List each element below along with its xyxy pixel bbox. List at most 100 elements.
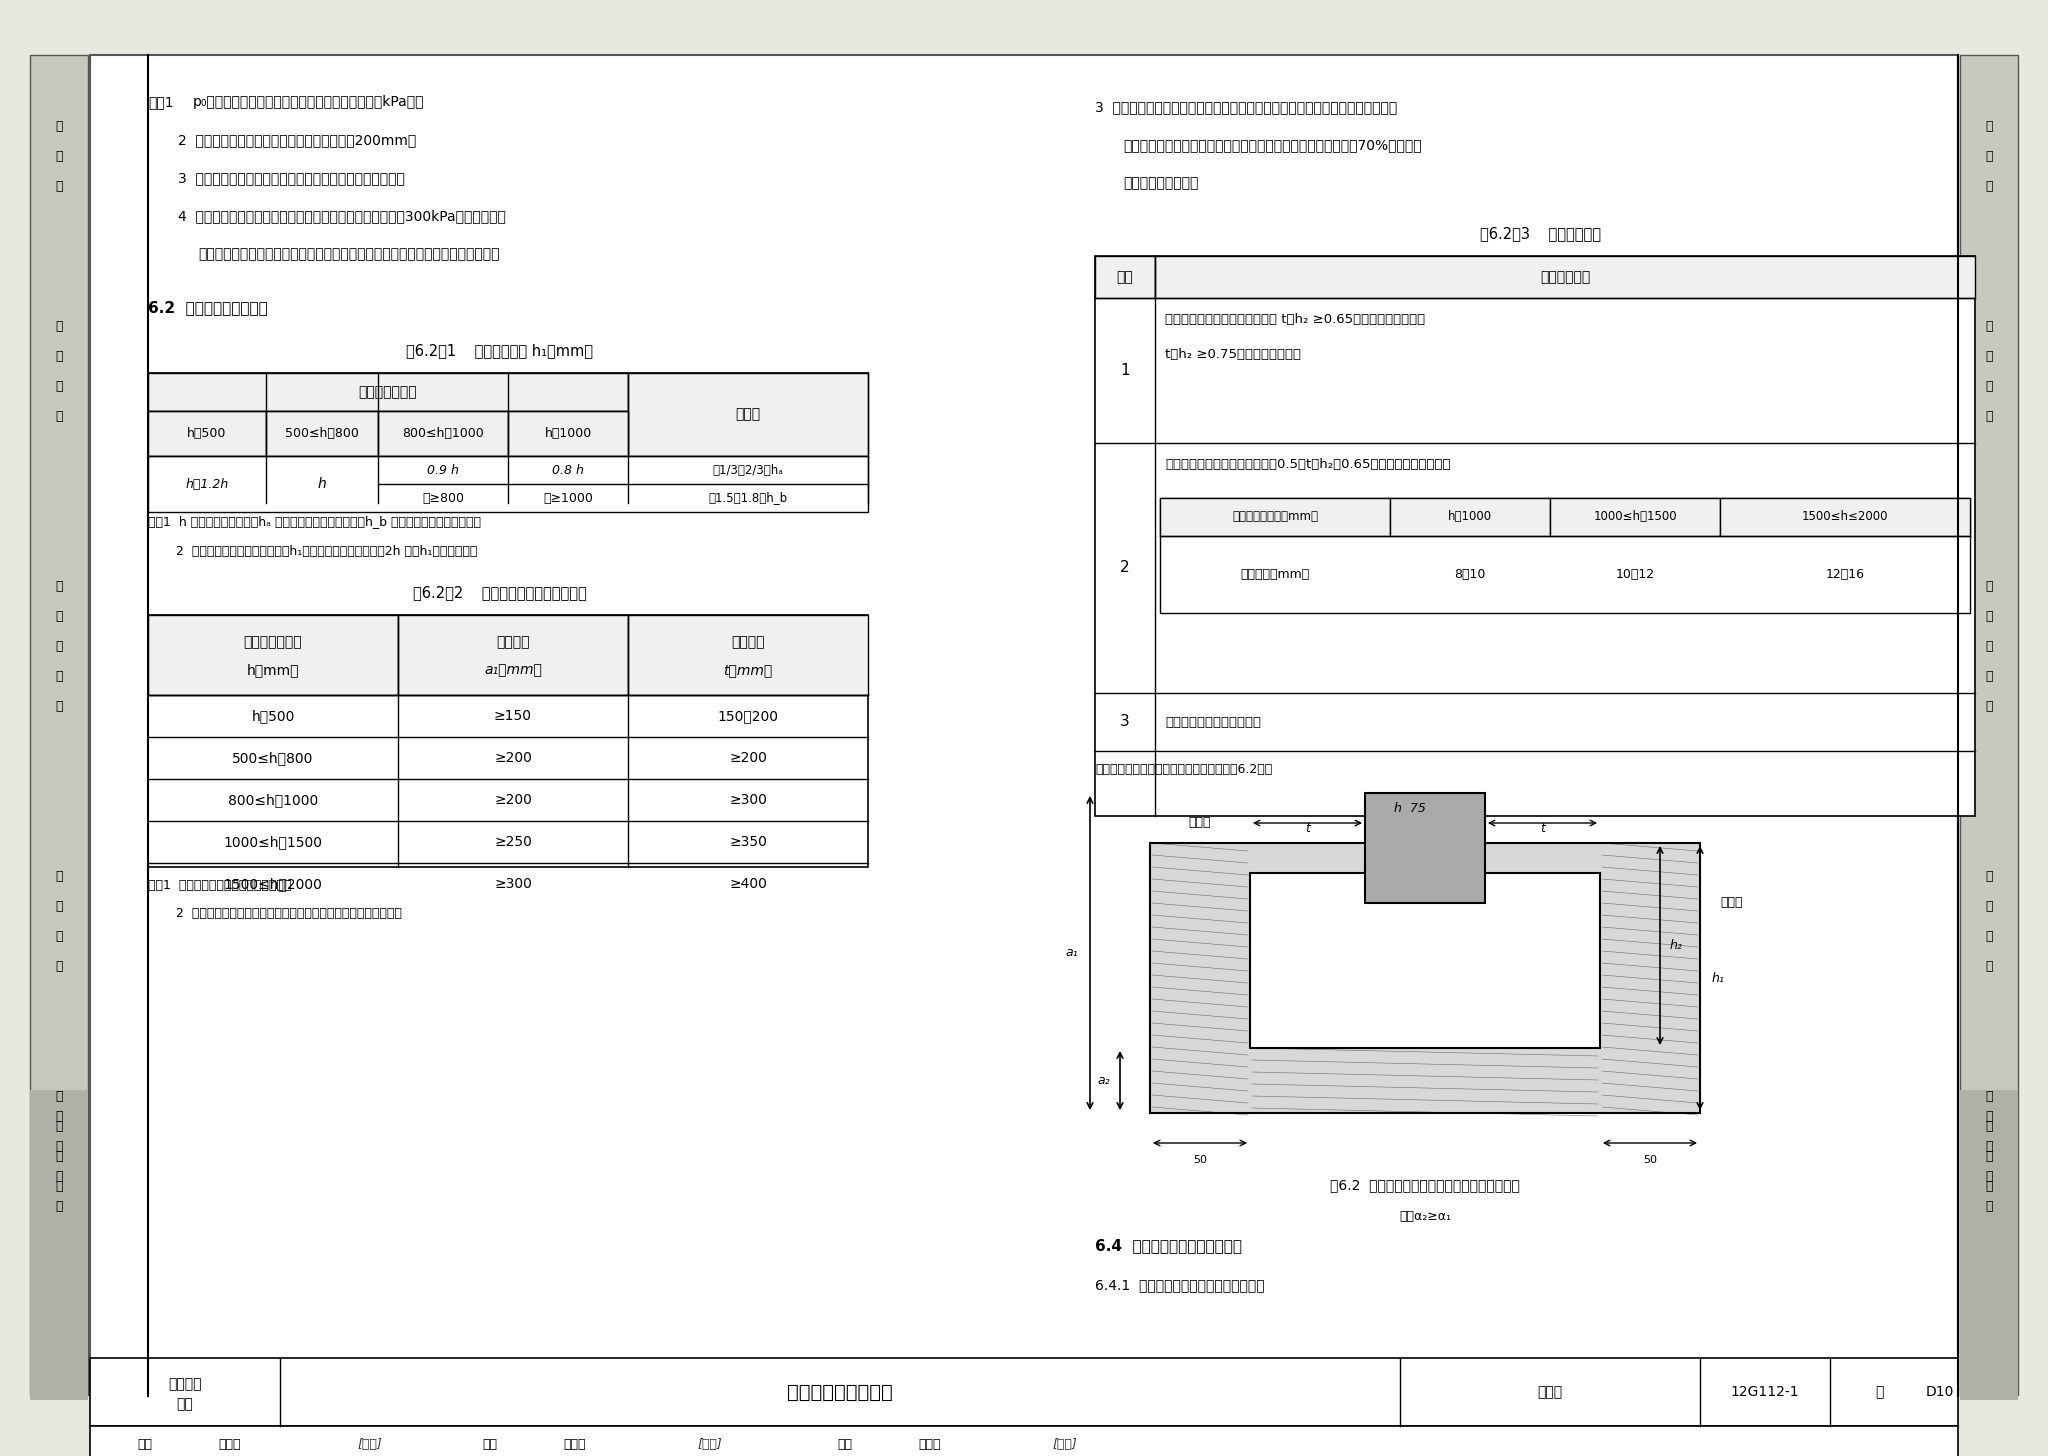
Text: 砌

体

结

构: 砌 体 结 构	[55, 871, 63, 973]
Text: 500≤h＜800: 500≤h＜800	[285, 427, 358, 440]
Text: [签名]: [签名]	[1053, 1439, 1077, 1452]
Text: 注：1: 注：1	[147, 95, 174, 109]
Text: ≥200: ≥200	[729, 751, 766, 764]
FancyBboxPatch shape	[147, 373, 868, 502]
Text: 杯底厚度: 杯底厚度	[496, 635, 530, 649]
Text: 150～200: 150～200	[717, 709, 778, 724]
FancyBboxPatch shape	[1096, 256, 1974, 815]
Text: 页: 页	[1874, 1385, 1884, 1399]
FancyBboxPatch shape	[147, 614, 868, 866]
Text: h～1.2h: h～1.2h	[186, 478, 229, 491]
Text: D10: D10	[1925, 1385, 1954, 1399]
Text: 校对: 校对	[483, 1439, 498, 1452]
FancyBboxPatch shape	[1366, 794, 1485, 903]
Text: 3: 3	[1120, 715, 1130, 729]
Text: a₁（mm）: a₁（mm）	[483, 662, 543, 677]
FancyBboxPatch shape	[397, 614, 629, 695]
Text: 地

基

基

础: 地 基 基 础	[1985, 1109, 1993, 1213]
Text: 砌

体

结

构: 砌 体 结 构	[1985, 871, 1993, 973]
FancyBboxPatch shape	[90, 55, 1958, 1395]
Text: t／h₂ ≥0.75时，杯壁可不配筋: t／h₂ ≥0.75时，杯壁可不配筋	[1165, 348, 1300, 361]
Text: t: t	[1540, 823, 1544, 834]
FancyBboxPatch shape	[1960, 55, 2017, 1395]
FancyBboxPatch shape	[266, 411, 379, 456]
FancyBboxPatch shape	[1550, 498, 1720, 536]
Text: h: h	[317, 478, 326, 491]
Text: 杯口基础的构造要求: 杯口基础的构造要求	[786, 1383, 893, 1402]
Text: 2  当有基桩时，基础架下的杯壁厚度，应满足其支承宽度的要求；: 2 当有基桩时，基础架下的杯壁厚度，应满足其支承宽度的要求；	[176, 907, 401, 920]
Text: 8～10: 8～10	[1454, 568, 1485, 581]
Text: 项次: 项次	[1116, 269, 1133, 284]
Text: 柱截面长边尺寸: 柱截面长边尺寸	[244, 635, 303, 649]
Text: 注：1  h 为柱截面长边尺寸；hₐ 为双肢柱全截面长边尺寸；h_b 为双肢柱全截面短边尺寸；: 注：1 h 为柱截面长边尺寸；hₐ 为双肢柱全截面长边尺寸；h_b 为双肢柱全截…	[147, 515, 481, 529]
Text: 12G112-1: 12G112-1	[1731, 1385, 1800, 1399]
Text: h＜1000: h＜1000	[1448, 511, 1493, 524]
Text: 3  当基础由不同材料合组成时，应对接触部分做抗压验算；: 3 当基础由不同材料合组成时，应对接触部分做抗压验算；	[178, 170, 406, 185]
Text: 当柱为轴心受压或小偏心受压且 t／h₂ ≥0.65时，或大偏心受压且: 当柱为轴心受压或小偏心受压且 t／h₂ ≥0.65时，或大偏心受压且	[1165, 313, 1425, 326]
Text: 其他情况下，应按计算配筋: 其他情况下，应按计算配筋	[1165, 715, 1262, 728]
FancyBboxPatch shape	[90, 1425, 1958, 1456]
Text: ≥300: ≥300	[494, 877, 532, 891]
Text: 当柱为轴心受压或小偏心受压且0.5＜t／h₂＜0.65时，杯壁可按构造配筋: 当柱为轴心受压或小偏心受压且0.5＜t／h₂＜0.65时，杯壁可按构造配筋	[1165, 459, 1450, 470]
Text: 1500≤h≤2000: 1500≤h≤2000	[1802, 511, 1888, 524]
FancyBboxPatch shape	[1159, 498, 1970, 613]
Text: 2: 2	[1120, 561, 1130, 575]
Text: 强度等级高一级的细石混凝土充填密实，当达到材料设计强度的70%以上时，: 强度等级高一级的细石混凝土充填密实，当达到材料设计强度的70%以上时，	[1122, 138, 1421, 151]
FancyBboxPatch shape	[379, 411, 508, 456]
Text: 4  混凝土基础单脚扩展范围内基础底面处的平均压力值超过300kPa时，尚应进行: 4 混凝土基础单脚扩展范围内基础底面处的平均压力值超过300kPa时，尚应进行	[178, 210, 506, 223]
Text: 审核: 审核	[137, 1439, 152, 1452]
Text: 6.2  杯口基础的构造要求: 6.2 杯口基础的构造要求	[147, 300, 268, 314]
Text: 设计: 设计	[838, 1439, 852, 1452]
Text: 抗剪验算；对基底反力集中于立柱附近的岩石地基，应进行局部受压承载力验算。: 抗剪验算；对基底反力集中于立柱附近的岩石地基，应进行局部受压承载力验算。	[199, 248, 500, 261]
Text: （1/3～2/3）hₐ: （1/3～2/3）hₐ	[713, 463, 784, 476]
Text: ≥200: ≥200	[494, 751, 532, 764]
Text: 800≤h＜1000: 800≤h＜1000	[227, 794, 317, 807]
Text: h＜500: h＜500	[252, 709, 295, 724]
Text: 李国胜: 李国胜	[563, 1439, 586, 1452]
Text: 杯壁配筋要求: 杯壁配筋要求	[1540, 269, 1589, 284]
Text: 1: 1	[1120, 363, 1130, 379]
Text: 地

基

基

础: 地 基 基 础	[1985, 1091, 1993, 1192]
Text: [签名]: [签名]	[358, 1439, 383, 1452]
Text: 且≥800: 且≥800	[422, 492, 465, 504]
Text: 12～16: 12～16	[1825, 568, 1864, 581]
Text: 800≤h＜1000: 800≤h＜1000	[401, 427, 483, 440]
Text: p₀为作用的标准组合时基础底面处的平均压力值（kPa）；: p₀为作用的标准组合时基础底面处的平均压力值（kPa）；	[193, 95, 424, 109]
FancyBboxPatch shape	[1720, 498, 1970, 536]
Text: 图6.2  预制钢筋混凝土柱与杯口基础的连接示意: 图6.2 预制钢筋混凝土柱与杯口基础的连接示意	[1329, 1178, 1520, 1192]
FancyBboxPatch shape	[1155, 256, 1974, 298]
Text: 杯壁厚度: 杯壁厚度	[731, 635, 764, 649]
Text: 方能进行上部吊装。: 方能进行上部吊装。	[1122, 176, 1198, 189]
FancyBboxPatch shape	[1096, 256, 1155, 298]
FancyBboxPatch shape	[31, 55, 88, 1395]
Text: 注：1  双肢柱的杯底厚度，可适当加大；: 注：1 双肢柱的杯底厚度，可适当加大；	[147, 879, 291, 893]
Text: 1000≤h＜1500: 1000≤h＜1500	[1593, 511, 1677, 524]
Text: 地

基

基

础: 地 基 基 础	[55, 1109, 63, 1213]
Text: 注：α₂≥α₁: 注：α₂≥α₁	[1399, 1210, 1450, 1223]
Text: ≥400: ≥400	[729, 877, 766, 891]
FancyBboxPatch shape	[629, 614, 868, 695]
Text: 柱截面长边尺寸（mm）: 柱截面长边尺寸（mm）	[1233, 511, 1319, 524]
FancyBboxPatch shape	[1391, 498, 1550, 536]
Text: ≥200: ≥200	[494, 794, 532, 807]
Text: a₁: a₁	[1065, 946, 1077, 960]
Text: ≥150: ≥150	[494, 709, 532, 724]
Text: h  75: h 75	[1395, 801, 1425, 814]
Text: 基

本

数

据: 基 本 数 据	[55, 320, 63, 424]
Text: 3  柱子插入杯口部分的表面应凿毛，柱子与杯口之间的空隙，应用比基础混凝土: 3 柱子插入杯口部分的表面应凿毛，柱子与杯口之间的空隙，应用比基础混凝土	[1096, 100, 1397, 114]
Text: 0.9 h: 0.9 h	[428, 463, 459, 476]
Text: （1.5～1.8）h_b: （1.5～1.8）h_b	[709, 492, 788, 504]
Text: 0.8 h: 0.8 h	[553, 463, 584, 476]
FancyBboxPatch shape	[90, 1358, 1958, 1425]
Text: t: t	[1305, 823, 1311, 834]
Text: h₁: h₁	[1712, 971, 1724, 984]
Text: ≥250: ≥250	[494, 834, 532, 849]
Text: 总

说

明: 总 说 明	[1985, 119, 1993, 194]
Text: 混

凝

土

结

构: 混 凝 土 结 构	[1985, 579, 1993, 713]
Text: 表6.2－2    基础的杯底厚度和杯壁厚度: 表6.2－2 基础的杯底厚度和杯壁厚度	[414, 585, 588, 600]
FancyBboxPatch shape	[31, 1091, 88, 1401]
Text: 基

本

数

据: 基 本 数 据	[1985, 320, 1993, 424]
Text: 建筑地基: 建筑地基	[168, 1377, 203, 1390]
FancyBboxPatch shape	[1960, 1091, 2017, 1401]
Text: 双肢柱: 双肢柱	[735, 408, 760, 421]
